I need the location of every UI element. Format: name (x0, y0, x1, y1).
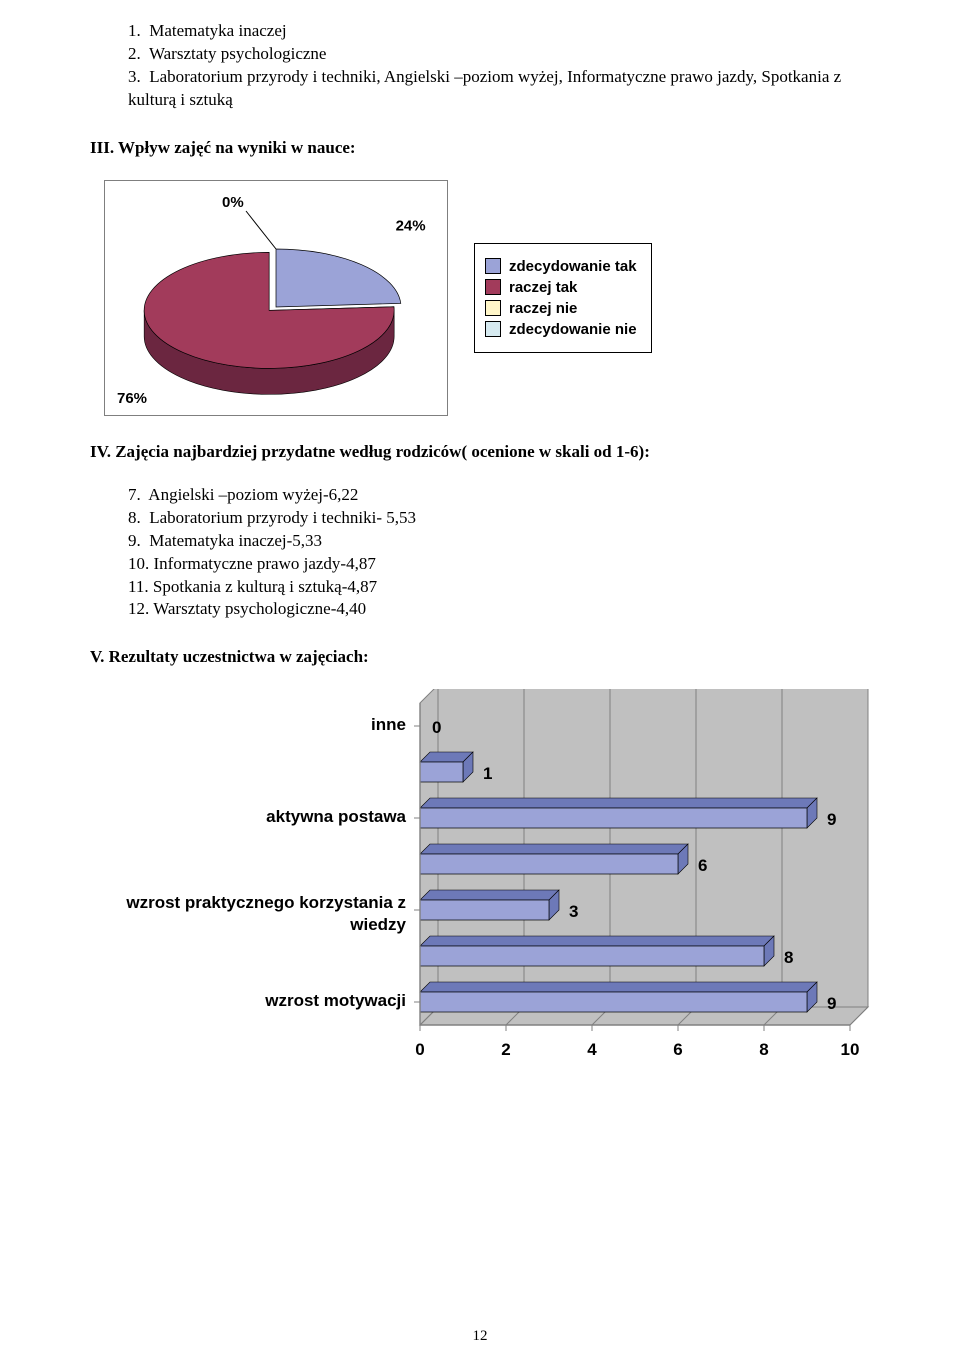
svg-text:3: 3 (569, 902, 578, 921)
svg-text:aktywna postawa: aktywna postawa (266, 807, 406, 826)
legend-item: zdecydowanie nie (485, 321, 637, 338)
legend-label: raczej nie (509, 300, 577, 317)
svg-text:inne: inne (371, 715, 406, 734)
list-item: 10. Informatyczne prawo jazdy-4,87 (128, 553, 870, 576)
legend-label: zdecydowanie tak (509, 258, 637, 275)
svg-text:0: 0 (415, 1040, 424, 1059)
section-v-heading: V. Rezultaty uczestnictwa w zajęciach: (90, 647, 870, 667)
section-iii-heading: III. Wpływ zajęć na wyniki w nauce: (90, 138, 870, 158)
legend-item: zdecydowanie tak (485, 258, 637, 275)
page-number: 12 (0, 1328, 960, 1345)
legend-label: zdecydowanie nie (509, 321, 637, 338)
svg-text:wiedzy: wiedzy (349, 915, 406, 934)
svg-text:24%: 24% (396, 217, 426, 234)
pie-legend: zdecydowanie tak raczej tak raczej nie z… (474, 243, 652, 353)
list-item: 8. Laboratorium przyrody i techniki- 5,5… (128, 507, 870, 530)
list-item: 12. Warsztaty psychologiczne-4,40 (128, 598, 870, 621)
list-item: 9. Matematyka inaczej-5,33 (128, 530, 870, 553)
section-iv-heading: IV. Zajęcia najbardziej przydatne według… (90, 442, 870, 462)
svg-text:10: 10 (841, 1040, 860, 1059)
svg-text:0: 0 (432, 718, 441, 737)
legend-swatch (485, 258, 501, 274)
pie-chart-block: 0% 24% 76% zdecydowanie tak raczej tak rac… (104, 180, 870, 416)
legend-swatch (485, 279, 501, 295)
svg-text:0%: 0% (222, 194, 244, 211)
list-item: 11. Spotkania z kulturą i sztuką-4,87 (128, 576, 870, 599)
svg-text:76%: 76% (117, 390, 147, 407)
legend-swatch (485, 300, 501, 316)
svg-text:8: 8 (784, 948, 793, 967)
svg-text:2: 2 (501, 1040, 510, 1059)
svg-text:wzrost motywacji: wzrost motywacji (264, 991, 406, 1010)
list-item: 7. Angielski –poziom wyżej-6,22 (128, 484, 870, 507)
list-item: 2. Warsztaty psychologiczne (128, 43, 870, 66)
top-list: 1. Matematyka inaczej 2. Warsztaty psych… (128, 20, 870, 112)
svg-text:6: 6 (698, 856, 707, 875)
svg-text:1: 1 (483, 764, 492, 783)
list-item: 3. Laboratorium przyrody i techniki, Ang… (128, 66, 870, 112)
legend-item: raczej tak (485, 279, 637, 296)
svg-text:6: 6 (673, 1040, 682, 1059)
legend-item: raczej nie (485, 300, 637, 317)
pie-chart: 0% 24% 76% (104, 180, 448, 416)
ranking-list: 7. Angielski –poziom wyżej-6,22 8. Labor… (128, 484, 870, 622)
svg-text:8: 8 (759, 1040, 768, 1059)
bar-chart: 0 2 4 6 8 10 0 1 9 6 3 8 9 inne aktywna postawa wzrost … (50, 689, 870, 1084)
svg-text:4: 4 (587, 1040, 597, 1059)
svg-text:wzrost praktycznego korzystani: wzrost praktycznego korzystania z (125, 893, 406, 912)
list-item: 1. Matematyka inaczej (128, 20, 870, 43)
legend-label: raczej tak (509, 279, 577, 296)
svg-text:9: 9 (827, 810, 836, 829)
svg-text:9: 9 (827, 994, 836, 1013)
legend-swatch (485, 321, 501, 337)
